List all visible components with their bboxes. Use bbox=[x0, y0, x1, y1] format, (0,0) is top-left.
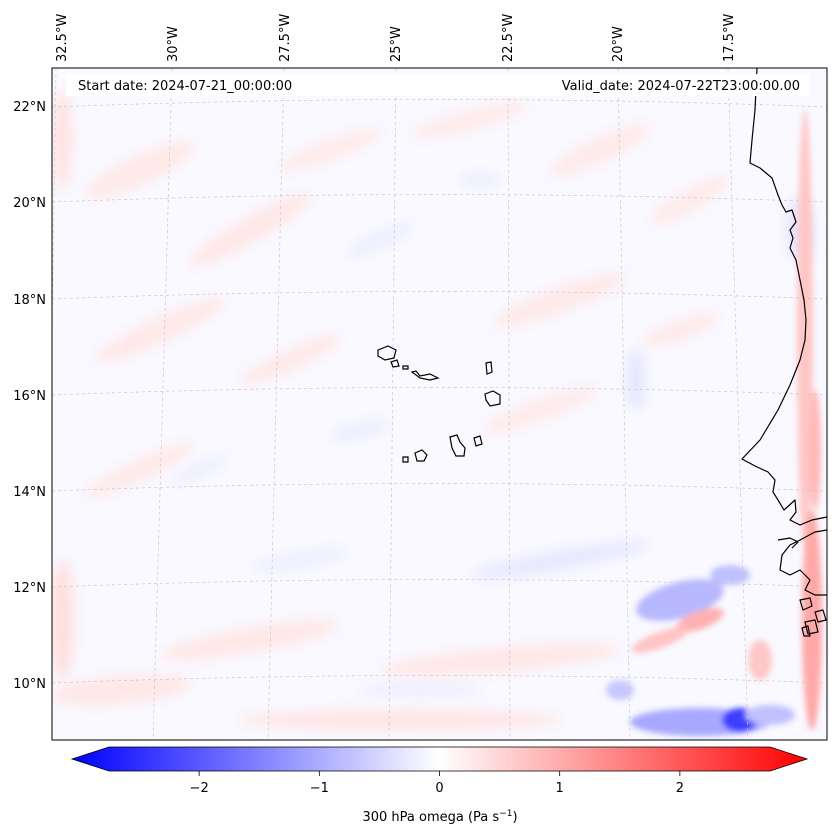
lat-label-12n: 12°N bbox=[13, 581, 46, 596]
island-boa-vista bbox=[484, 390, 501, 407]
colorbar-label-exponent: −1 bbox=[499, 809, 512, 819]
gridline-lat-20n bbox=[52, 194, 827, 203]
lat-label-16n: 16°N bbox=[13, 389, 46, 404]
gridline-lat-14n bbox=[52, 483, 827, 492]
colorbar-tick-label: −1 bbox=[310, 781, 329, 796]
bijagos-islands-1 bbox=[799, 597, 813, 611]
lat-label-22n: 22°N bbox=[13, 100, 46, 115]
lon-label-25w: 25°W bbox=[389, 26, 404, 62]
lon-label-17-5w: 17.5°W bbox=[722, 14, 737, 62]
island-sao-vicente bbox=[390, 359, 400, 368]
island-sal bbox=[485, 361, 493, 375]
island-santiago bbox=[449, 434, 466, 457]
colorbar-label-close: ) bbox=[512, 810, 517, 825]
longitude-labels: 32.5°W 30°W 27.5°W 25°W 22.5°W 20°W 17.5… bbox=[55, 14, 737, 62]
start-date-label: Start date: 2024-07-21_00:00:00 bbox=[78, 79, 292, 94]
gridline-lon-22-5w bbox=[507, 68, 511, 740]
cape-verde-islands bbox=[377, 345, 501, 463]
gridline-lon-20w bbox=[617, 68, 631, 740]
guinea-bissau-coastline bbox=[779, 529, 827, 596]
bijagos-islands-2 bbox=[804, 619, 819, 635]
gambia-estuary bbox=[777, 537, 799, 549]
gridline-lat-22n bbox=[52, 99, 827, 108]
omega-field-contours bbox=[52, 90, 822, 736]
island-santo-antao bbox=[377, 345, 397, 361]
lon-label-20w: 20°W bbox=[611, 26, 626, 62]
gridline-lat-16n bbox=[52, 387, 827, 396]
africa-coastline bbox=[741, 68, 827, 526]
map-panel bbox=[52, 68, 827, 740]
colorbar-tick-label: 2 bbox=[676, 781, 684, 796]
lon-label-22-5w: 22.5°W bbox=[501, 14, 516, 62]
lat-label-18n: 18°N bbox=[13, 293, 46, 308]
gridline-lat-10n bbox=[52, 675, 827, 684]
gridline-lat-18n bbox=[52, 291, 827, 300]
lat-label-14n: 14°N bbox=[13, 485, 46, 500]
colorbar-label: 300 hPa omega (Pa s−1) bbox=[362, 809, 517, 825]
lat-label-20n: 20°N bbox=[13, 196, 46, 211]
colorbar: −2 −1 0 1 2 300 hPa omega (Pa s−1) bbox=[70, 746, 809, 825]
lat-label-10n: 10°N bbox=[13, 677, 46, 692]
gridline-lon-25w bbox=[388, 68, 397, 740]
map-frame bbox=[51, 67, 828, 741]
lon-label-30w: 30°W bbox=[166, 26, 181, 62]
bijagos-islands-3 bbox=[814, 609, 827, 623]
colorbar-tick-label: −2 bbox=[190, 781, 209, 796]
island-sao-nicolau bbox=[410, 370, 440, 381]
colorbar-body bbox=[70, 746, 809, 772]
island-santa-luzia bbox=[402, 365, 409, 370]
bijagos-islands-4 bbox=[801, 625, 811, 637]
island-brava bbox=[402, 456, 409, 463]
coastlines bbox=[741, 68, 827, 637]
gridline-lon-27-5w bbox=[267, 68, 285, 740]
lon-label-27-5w: 27.5°W bbox=[278, 14, 293, 62]
valid-date-label: Valid_date: 2024-07-22T23:00:00.00 bbox=[562, 79, 800, 94]
gridline-lat-12n bbox=[52, 579, 827, 588]
gridline-lon-30w bbox=[152, 68, 173, 740]
colorbar-tick-label: 1 bbox=[556, 781, 564, 796]
island-fogo bbox=[414, 449, 428, 462]
island-maio bbox=[473, 435, 483, 447]
gridline-lon-17-5w bbox=[727, 68, 749, 740]
latitude-labels: 22°N 20°N 18°N 16°N 14°N 12°N 10°N bbox=[13, 100, 46, 692]
lon-label-32-5w: 32.5°W bbox=[55, 14, 70, 62]
date-header-band bbox=[66, 74, 809, 96]
colorbar-ticks: −2 −1 0 1 2 bbox=[190, 771, 684, 796]
colorbar-tick-label: 0 bbox=[435, 781, 443, 796]
graticule bbox=[52, 68, 827, 740]
